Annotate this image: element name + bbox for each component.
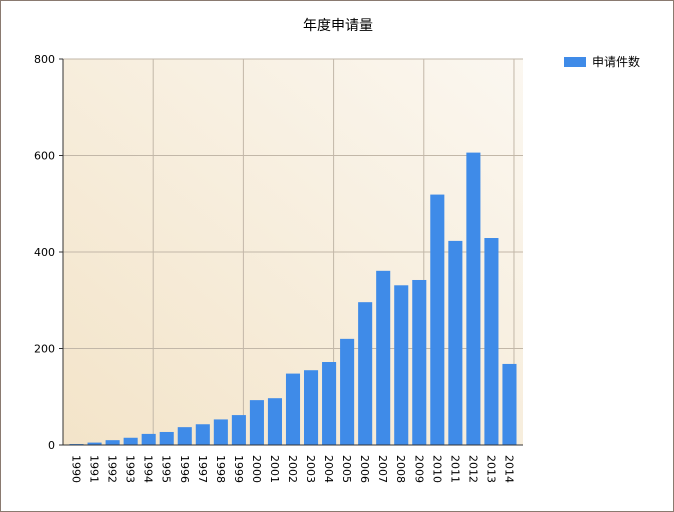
x-tick-label: 2010: [430, 455, 443, 483]
bar: [484, 238, 499, 445]
x-tick-label: 1993: [124, 455, 137, 483]
x-tick-label: 1998: [214, 455, 227, 483]
bar: [249, 400, 264, 445]
x-tick-label: 1997: [196, 455, 209, 483]
x-tick-label: 2008: [394, 455, 407, 483]
x-tick-label: 2009: [412, 455, 425, 483]
x-tick-label: 2012: [466, 455, 479, 483]
bar: [159, 431, 174, 445]
bar: [213, 419, 228, 445]
bar: [285, 373, 301, 445]
y-tick-label: 0: [48, 439, 55, 452]
bars: [69, 152, 517, 446]
bar: [123, 437, 138, 445]
legend-label: 申请件数: [592, 55, 641, 69]
bar: [376, 270, 391, 445]
y-tick-label: 800: [34, 53, 55, 66]
y-tick-label: 400: [34, 246, 55, 259]
bar: [304, 370, 319, 445]
bar: [394, 285, 409, 445]
x-tick-label: 1991: [88, 455, 101, 483]
x-tick-label: 2002: [286, 455, 299, 483]
y-tick-label: 200: [34, 343, 55, 356]
bar: [195, 424, 210, 445]
x-tick-label: 2013: [484, 455, 497, 483]
bar: [231, 415, 246, 445]
x-tick-label: 2011: [448, 455, 461, 483]
x-tick-label: 2003: [304, 455, 317, 483]
legend-swatch: [564, 56, 586, 67]
x-tick-label: 2001: [268, 455, 281, 483]
gridlines: [63, 58, 523, 445]
x-tick-label: 1994: [142, 455, 155, 483]
bar: [448, 240, 463, 445]
x-tick-label: 2007: [376, 455, 389, 483]
y-tick-labels: 0 200 400 600 800: [34, 53, 55, 452]
x-tick-label: 2000: [250, 455, 263, 483]
axes: [59, 58, 523, 446]
bar: [430, 194, 445, 445]
bar: [322, 362, 337, 445]
bar: [358, 302, 373, 445]
bar: [87, 442, 102, 445]
bar: [105, 440, 120, 445]
x-tick-label: 1999: [232, 455, 245, 483]
x-tick-label: 2005: [340, 455, 353, 483]
x-tick-label: 1995: [160, 455, 173, 483]
bar: [502, 363, 517, 445]
bar: [466, 152, 481, 446]
x-tick-label: 2014: [502, 455, 515, 483]
x-tick-label: 1990: [70, 455, 83, 483]
x-tick-labels: 1990 1991 1992 1993 1994 1995 1996 1997 1998 1999…: [70, 455, 516, 483]
bar: [340, 338, 355, 445]
legend: 申请件数: [564, 53, 640, 70]
y-tick-label: 600: [34, 150, 55, 163]
bar: [177, 427, 192, 445]
x-tick-label: 1996: [178, 455, 191, 483]
chart-title: 年度申请量: [303, 18, 373, 34]
bar: [267, 398, 282, 445]
bar: [141, 433, 156, 445]
x-tick-label: 1992: [106, 455, 119, 483]
x-tick-label: 2006: [358, 455, 371, 483]
x-tick-label: 2004: [322, 455, 335, 483]
bar: [412, 279, 427, 445]
